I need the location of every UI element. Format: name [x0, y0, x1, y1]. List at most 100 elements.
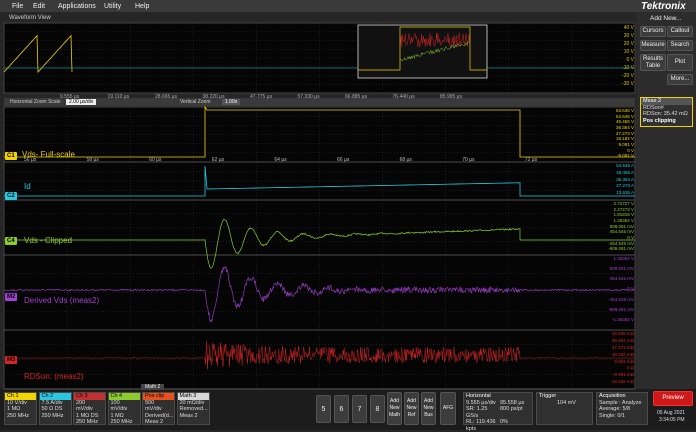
overview-scale: 40 V [623, 25, 634, 31]
pane-scale: -9.091 mΩ [612, 372, 634, 378]
channel-badge[interactable]: Ch 1 10 V/div 1 MΩ 250 MHz [4, 392, 37, 425]
overview-tick: 76.440 µs [392, 94, 415, 100]
menu-bar [0, 0, 696, 12]
add-new-button[interactable]: Add New Ref [404, 392, 419, 425]
side-button[interactable]: Cursors [640, 26, 666, 37]
logo: Tektronix [641, 1, 686, 12]
side-button[interactable]: Measure [640, 40, 666, 51]
x-tick-label: 60 µs [149, 157, 162, 163]
meas-value: RDSon: 35.42 mΩ [643, 111, 688, 117]
id-trace [4, 165, 635, 197]
channel-badge[interactable]: Math 3 20 mΩ/div Removed... Meas 2 [176, 392, 210, 425]
channel-line: Meas 2 [179, 412, 198, 419]
overview-tick: 19.110 µs [107, 94, 130, 100]
overview-tick: 66.885 µs [345, 94, 368, 100]
channel-line: 7.5 A/div [41, 399, 63, 406]
overview-tick: 57.330 µs [297, 94, 320, 100]
pane-label: Derived Vds (meas2) [24, 296, 100, 305]
channel-badge[interactable]: Ch 3 200 mV/div 1 MΩ DS 250 MHz [73, 392, 106, 425]
channel-badge[interactable]: Pos clip 500 mV/div Derived(d... Meas 2 [142, 392, 175, 425]
pane-scale: 909.091 mV [609, 223, 634, 229]
pane-label: Id [24, 182, 31, 191]
x-tick-label: 56 µs [24, 157, 37, 163]
afg-button[interactable]: AFG [440, 392, 456, 425]
pane-scale: -9.091 V [616, 153, 634, 159]
x-tick-label: 64 µs [274, 157, 287, 163]
side-button[interactable]: Callout [667, 26, 693, 37]
menu-item[interactable]: Edit [33, 3, 46, 10]
channel-slot[interactable]: 5 [316, 395, 331, 423]
channel-line: 10 V/div [7, 399, 27, 406]
math-tab[interactable]: Math 2 [141, 384, 165, 390]
zoom-v-value[interactable]: 1.00x [222, 99, 241, 105]
pane-badge[interactable]: M2 [5, 293, 18, 301]
zoom-h-value[interactable]: 2.00 µs/div [66, 99, 97, 105]
horizontal-line: 800 ps/pt [500, 406, 523, 412]
pane-badge[interactable]: M3 [5, 356, 18, 364]
channel-slot[interactable]: 7 [352, 395, 367, 423]
overview-ch4 [399, 40, 470, 62]
meas-badge[interactable]: Meas 2 RDSon# RDSon: 35.42 mΩ Pos clipping [640, 97, 693, 127]
pane-scale: 63.636 V [615, 108, 634, 113]
overview-tick: 38.220 µs [202, 94, 225, 100]
pane-scale: 2.27273 V [613, 206, 634, 212]
menu-item[interactable]: File [12, 3, 24, 10]
channel-line: Removed... [179, 406, 208, 412]
pane-scale: -909.091 mV [608, 246, 634, 252]
pane-label: RDSon: (meas2) [24, 372, 84, 381]
pane-scale: 18.182 V [615, 136, 634, 142]
vds-full-trace [4, 105, 635, 158]
overview-scale: -30 V [622, 81, 634, 87]
horizontal-line: RL: 119.436 kpts [466, 419, 496, 432]
pane-scale: 0 V [627, 235, 634, 240]
pane-badge[interactable]: C4 [5, 237, 17, 245]
side-button[interactable]: Search [667, 40, 693, 51]
pane-badge[interactable]: C2 [5, 192, 17, 200]
channel-title: Ch 4 [108, 393, 140, 400]
date: 05 Aug 2021 [657, 410, 686, 416]
overview-tick: 47.775 µs [250, 94, 273, 100]
overview-scale: -20 V [622, 73, 634, 79]
horizontal-line: 0% [500, 419, 508, 425]
add-new-button[interactable]: Add New Bus [421, 392, 436, 425]
add-new-button[interactable]: Add New Math [387, 392, 402, 425]
side-button[interactable]: Results Table [640, 54, 666, 71]
channel-line: 100 mV/div [110, 399, 128, 413]
channel-slot[interactable]: 6 [334, 395, 349, 423]
x-tick-label: 72 µs [524, 157, 538, 163]
pane-scale: 45.455 A [616, 169, 634, 175]
trigger-box[interactable]: Trigger 104 mV [536, 392, 593, 425]
pane-badge[interactable]: C1 [5, 152, 17, 160]
x-tick-label: 62 µs [211, 157, 225, 163]
side-button[interactable]: Plot [667, 54, 693, 71]
channel-line: 250 MHz [110, 419, 133, 425]
menu-item[interactable]: Applications [58, 3, 96, 10]
channel-slot[interactable]: 8 [370, 395, 385, 423]
channel-badge[interactable]: Ch 2 7.5 A/div 50 Ω DS 250 MHz [38, 392, 72, 425]
channel-line: 1 MΩ [7, 406, 21, 412]
preview-button[interactable]: Preview [653, 391, 693, 406]
horizontal-box[interactable]: Horizontal 9.555 µs/div 95.558 µs SR: 1.25 … [463, 392, 533, 432]
pane-scale: -1.36364 V [611, 316, 634, 322]
time: 3:34:05 PM [659, 417, 685, 423]
pane-scale: -909.091 mV [608, 306, 634, 312]
menu-item[interactable]: Utility [104, 3, 122, 10]
menu-item[interactable]: Help [135, 3, 150, 10]
pane-scale: -18.182 mΩ [610, 379, 634, 385]
horizontal-line: 95.558 µs [500, 399, 525, 406]
channel-title: Pos clip [143, 393, 174, 400]
acquisition-box[interactable]: Acquisition Sample : Analyze Average: 5/8 S… [596, 392, 648, 425]
overview-ch1-pulse [358, 26, 487, 71]
side-button[interactable]: More... [667, 74, 693, 85]
meas-title: Meas 2 [641, 98, 692, 105]
channel-badge[interactable]: Ch 4 100 mV/div 1 MΩ 250 MHz [107, 392, 141, 425]
meas-name: RDSon# [643, 104, 664, 111]
pane-scale: -454.545 mV [608, 240, 634, 246]
pane-scale: 9.091 mΩ [614, 358, 634, 364]
pane-scale: 36.364 V [615, 125, 634, 130]
waveform-view-label: Waveform View [9, 15, 51, 21]
meas-note: Pos clipping [643, 117, 676, 124]
x-tick-label: 68 µs [399, 157, 412, 163]
